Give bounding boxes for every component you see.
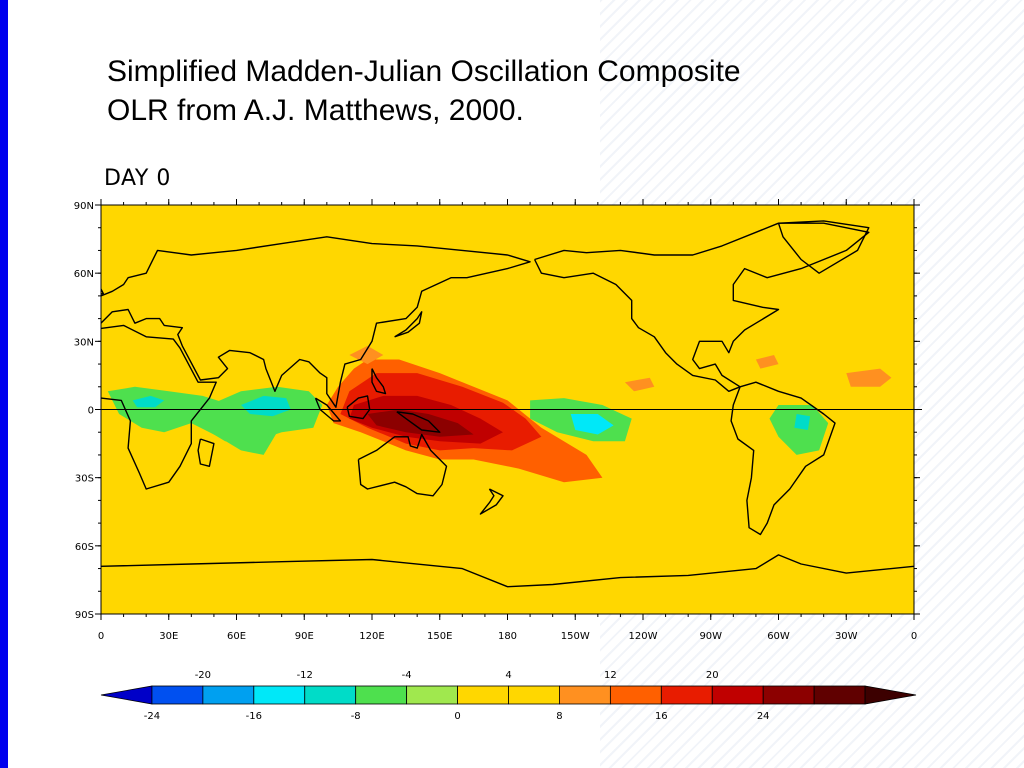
coastline-north-america [533, 222, 870, 392]
lat-tick-label: 30S [75, 474, 94, 485]
lon-tick-label: 90W [699, 631, 722, 642]
slide-left-accent-bar [0, 0, 8, 768]
longitude-axis: 0 30E 60E 90E 120E 150E 180 150W 120W 90W 60W 30W 0 [98, 199, 917, 642]
lat-tick-label: 60S [75, 542, 94, 553]
anomaly-region-north-atlantic-positive [846, 368, 892, 387]
lon-tick-label: 150W [561, 631, 590, 642]
lon-tick-label: 60W [767, 631, 790, 642]
colorbar-lower-label: -16 [246, 711, 262, 722]
coastline-australia [357, 433, 448, 497]
anomaly-region-east-pacific-positive [624, 377, 655, 392]
colorbar-bin [711, 685, 764, 705]
coastline-europe-asia [101, 236, 531, 408]
lat-tick-label: 0 [88, 406, 94, 417]
anomaly-shading-layer [107, 345, 892, 483]
lon-tick-label: 0 [98, 631, 104, 642]
panel-label: DAY 0 [104, 166, 171, 191]
slide-title-line1: Simplified Madden-Julian Oscillation Com… [107, 55, 741, 88]
anomaly-region-mexico-positive [755, 355, 779, 369]
colorbar-lower-label: 16 [655, 711, 668, 722]
colorbar-arrow-low [100, 685, 153, 705]
lon-tick-label: 60E [227, 631, 246, 642]
anomaly-region-central-pacific-negative-core [570, 414, 614, 435]
slide-title-line2: OLR from A.J. Matthews, 2000. [107, 94, 524, 127]
colorbar-upper-label: 12 [604, 670, 617, 681]
colorbar-bin [813, 685, 866, 705]
coastline-japan [394, 311, 423, 338]
colorbar-bin [253, 685, 306, 705]
lon-tick-label: 90E [295, 631, 314, 642]
anomaly-region-south-america-negative [769, 405, 829, 455]
lon-tick-label: 120W [629, 631, 658, 642]
colorbar-bin [406, 685, 458, 705]
lat-tick-label: 90N [74, 201, 94, 212]
lon-tick-label: 150E [427, 631, 452, 642]
lon-tick-label: 30W [835, 631, 858, 642]
colorbar-upper-label: -20 [195, 670, 211, 681]
colorbar-bin [151, 685, 204, 705]
coastline-new-guinea [396, 411, 441, 433]
colorbar-bin [457, 685, 509, 705]
colorbar-lower-label: -8 [351, 711, 361, 722]
anomaly-region-south-america-negative-core [794, 414, 811, 430]
lat-tick-label: 60N [74, 269, 94, 280]
latitude-axis: 90N 60N 30N 0 30S 60S 90S [74, 201, 920, 621]
lat-tick-label: 90S [75, 610, 94, 621]
colorbar-upper-label: -12 [297, 670, 313, 681]
anomaly-region-west-pacific-positive-peak [367, 409, 474, 437]
colorbar-arrow-high [864, 685, 917, 705]
colorbar-upper-label: 20 [706, 670, 719, 681]
coastline-uk [101, 288, 105, 295]
colorbar-lower-label: -24 [144, 711, 160, 722]
lon-tick-label: 180 [498, 631, 517, 642]
colorbar-lower-label: 0 [454, 711, 460, 722]
colorbar-upper-label: 4 [505, 670, 511, 681]
colorbar-bin [202, 685, 255, 705]
colorbar-bin [355, 685, 408, 705]
anomaly-region-indian-ocean-negative-core [241, 395, 291, 417]
anomaly-region-arabia-positive [349, 345, 384, 365]
coastline-greenland [777, 220, 870, 274]
lon-tick-label: 0 [911, 631, 917, 642]
coastline-antarctica [101, 554, 914, 588]
colorbar-bin [559, 685, 611, 705]
colorbar: -20 -12 -4 4 12 20 -24 -16 -8 0 8 16 24 [100, 670, 917, 722]
colorbar-lower-label: 8 [556, 711, 562, 722]
anomaly-region-africa-negative-core [132, 395, 165, 408]
coastline-sumatra [314, 397, 342, 422]
lon-tick-label: 120E [359, 631, 384, 642]
colorbar-bin [762, 685, 815, 705]
colorbar-bin [609, 685, 662, 705]
colorbar-bin [508, 685, 560, 705]
colorbar-lower-label: 24 [757, 711, 770, 722]
colorbar-bin [660, 685, 713, 705]
coastline-south-america [730, 381, 836, 536]
coastline-africa [101, 324, 217, 490]
coastline-madagascar [197, 438, 215, 467]
lat-tick-label: 30N [74, 337, 94, 348]
lon-tick-label: 30E [159, 631, 178, 642]
colorbar-upper-label: -4 [402, 670, 412, 681]
colorbar-bin [304, 685, 357, 705]
coastline-philippines [371, 368, 387, 395]
coastline-new-zealand [479, 488, 504, 515]
